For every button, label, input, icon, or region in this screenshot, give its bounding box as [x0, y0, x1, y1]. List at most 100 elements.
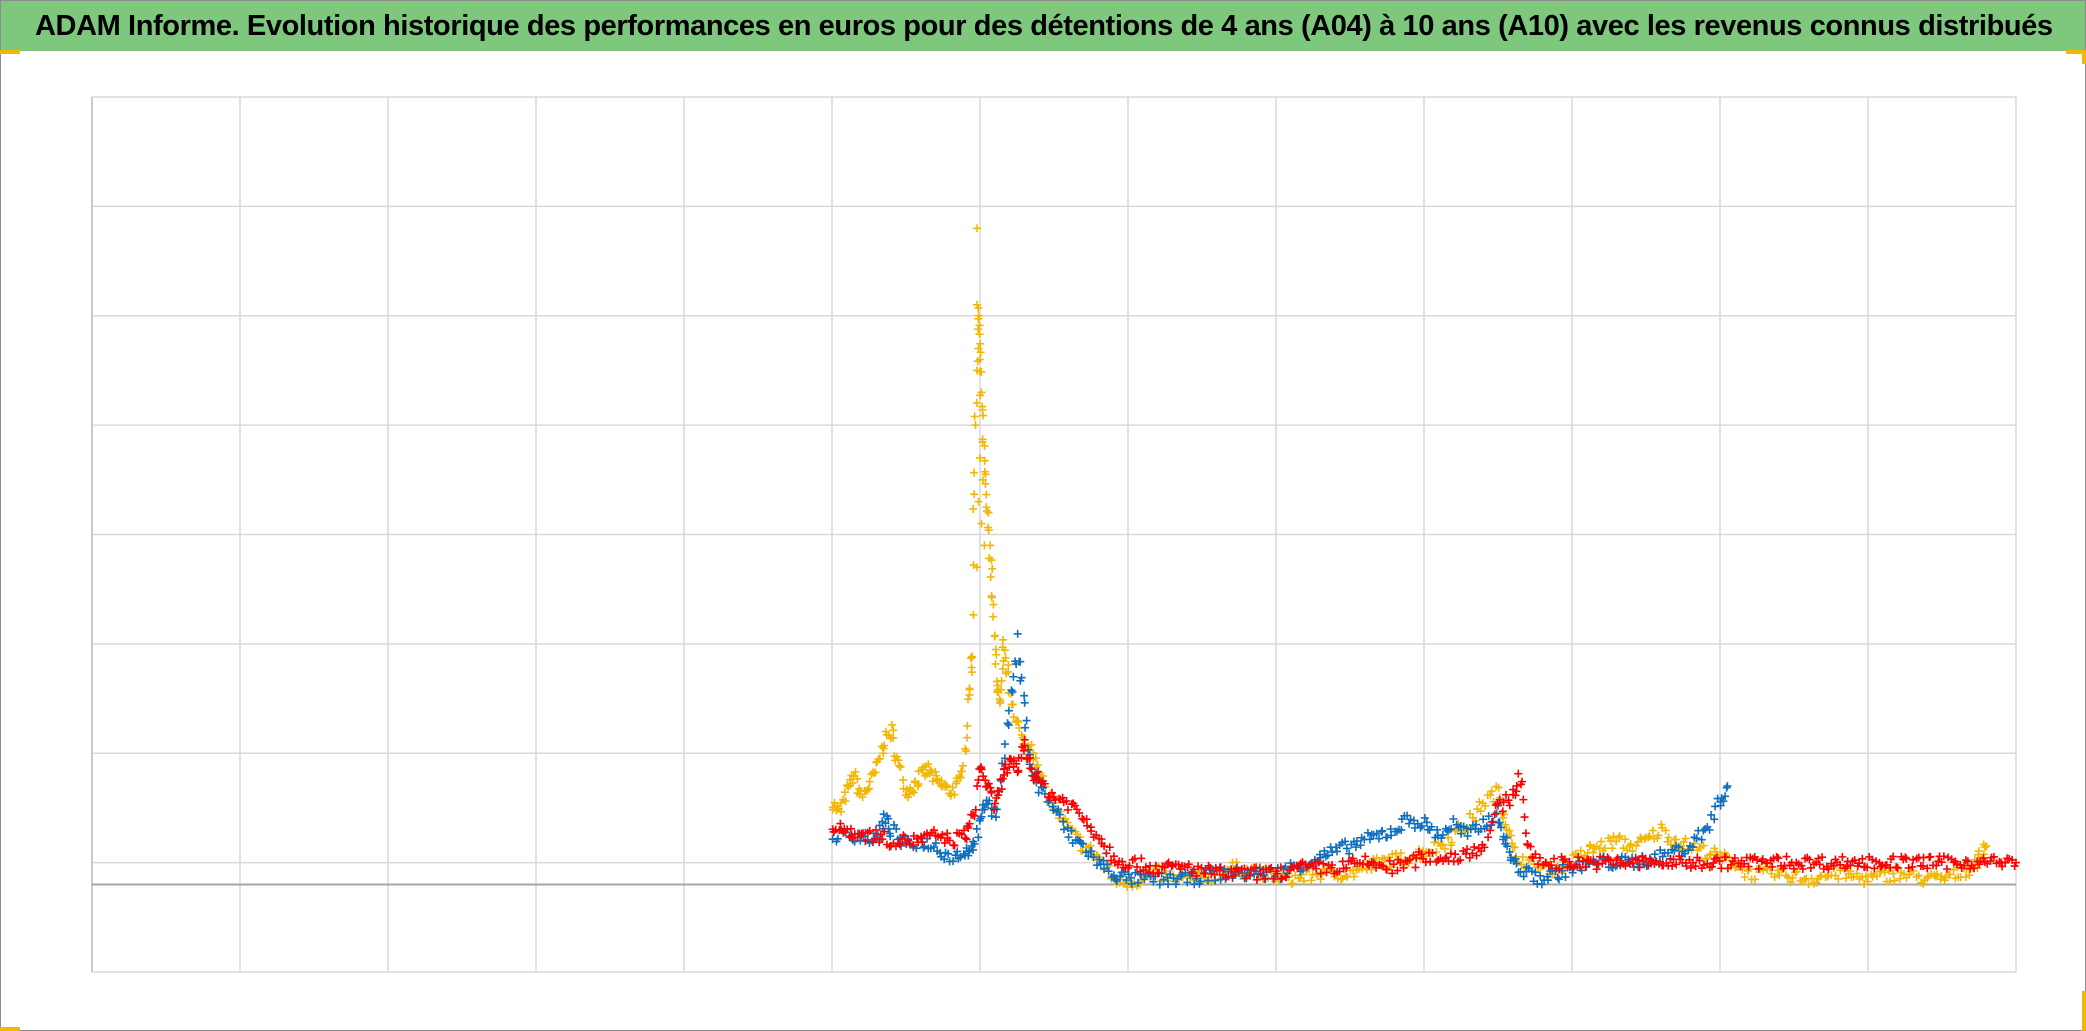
data-point-blue	[1155, 880, 1164, 889]
data-point-red	[984, 779, 993, 788]
data-point-red	[1267, 863, 1276, 872]
data-point-red	[1382, 865, 1391, 874]
data-point-blue	[1183, 878, 1192, 887]
data-point-red	[1646, 855, 1655, 864]
data-point-red	[1909, 855, 1918, 864]
data-point-red	[945, 836, 954, 845]
data-point-blue	[1021, 723, 1030, 732]
data-point-blue	[1366, 835, 1375, 844]
data-point-red	[1276, 863, 1285, 872]
data-point-blue	[1316, 853, 1325, 862]
data-point-yellow	[1000, 646, 1009, 655]
data-point-red	[959, 826, 968, 835]
data-point-red	[1641, 854, 1650, 863]
data-point-red	[1730, 854, 1739, 863]
data-point-blue	[1383, 833, 1392, 842]
data-point-blue	[987, 812, 996, 821]
data-point-red	[1273, 869, 1282, 878]
data-point-yellow	[982, 506, 991, 515]
data-point-blue	[1663, 848, 1672, 857]
data-point-red	[1944, 853, 1953, 862]
data-point-yellow	[1486, 791, 1495, 800]
data-point-blue	[991, 813, 1000, 822]
data-point-red	[1805, 855, 1814, 864]
data-point-blue	[1323, 851, 1332, 860]
data-point-red	[1850, 856, 1859, 865]
data-point-yellow	[947, 789, 956, 798]
data-point-yellow	[974, 344, 983, 353]
data-point-red	[836, 819, 845, 828]
data-point-red	[1526, 842, 1535, 851]
data-point-red	[899, 831, 908, 840]
data-point-blue	[1298, 865, 1307, 874]
data-point-blue	[1003, 719, 1012, 728]
data-point-red	[1100, 842, 1109, 851]
data-point-blue	[1039, 783, 1048, 792]
data-point-red	[1520, 813, 1529, 822]
data-point-blue	[1482, 822, 1491, 831]
data-point-yellow	[871, 768, 880, 777]
data-point-yellow	[889, 733, 898, 742]
data-point-red	[1754, 864, 1763, 873]
data-point-red	[962, 835, 971, 844]
data-point-red	[1512, 781, 1521, 790]
data-point-yellow	[1004, 660, 1013, 669]
data-point-blue	[1007, 686, 1016, 695]
data-point-red	[1613, 854, 1622, 863]
data-point-red	[1451, 850, 1460, 859]
data-point-yellow	[1014, 718, 1023, 727]
data-point-red	[1045, 793, 1054, 802]
data-point-blue	[1103, 860, 1112, 869]
data-point-blue	[1553, 873, 1562, 882]
resize-handle-top-right[interactable]	[2066, 50, 2086, 54]
resize-handle-bottom-right[interactable]	[2082, 991, 2086, 1031]
data-point-yellow	[970, 412, 979, 421]
data-point-yellow	[973, 563, 982, 572]
data-point-yellow	[980, 541, 989, 550]
data-point-yellow	[1699, 841, 1708, 850]
data-point-blue	[1405, 819, 1414, 828]
data-point-yellow	[1974, 847, 1983, 856]
data-point-red	[912, 834, 921, 843]
data-point-blue	[1692, 834, 1701, 843]
data-point-yellow	[1626, 840, 1635, 849]
data-point-red	[964, 824, 973, 833]
resize-handle-right-top[interactable]	[2082, 50, 2086, 64]
data-point-blue	[1067, 826, 1076, 835]
data-point-yellow	[957, 767, 966, 776]
data-point-blue	[1022, 716, 1031, 725]
resize-handle-bottom-left[interactable]	[0, 1027, 20, 1031]
data-point-red	[1498, 807, 1507, 816]
data-point-red	[1682, 861, 1691, 870]
data-point-blue	[1561, 873, 1570, 882]
data-point-yellow	[1396, 849, 1405, 858]
data-point-blue	[1078, 839, 1087, 848]
data-point-red	[1592, 865, 1601, 874]
data-point-red	[1405, 855, 1414, 864]
data-point-yellow	[963, 721, 972, 730]
data-point-red	[1388, 869, 1397, 878]
data-point-blue	[1554, 875, 1563, 884]
data-point-red	[1020, 735, 1029, 744]
resize-handle-top-left[interactable]	[0, 50, 20, 54]
data-point-red	[865, 826, 874, 835]
data-point-yellow	[977, 519, 986, 528]
data-point-red	[1815, 860, 1824, 869]
data-point-yellow	[963, 733, 972, 742]
data-point-red	[1288, 862, 1297, 871]
data-point-blue	[1104, 867, 1113, 876]
data-point-blue	[998, 759, 1007, 768]
data-point-blue	[1374, 834, 1383, 843]
data-point-red	[1141, 863, 1150, 872]
data-point-blue	[1502, 833, 1511, 842]
data-point-yellow	[956, 773, 965, 782]
data-point-red	[1030, 771, 1039, 780]
data-point-red	[1125, 861, 1134, 870]
data-point-blue	[1505, 847, 1514, 856]
data-point-yellow	[1664, 833, 1673, 842]
data-point-blue	[1111, 875, 1120, 884]
data-point-yellow	[990, 631, 999, 640]
data-point-yellow	[989, 600, 998, 609]
data-point-red	[1579, 857, 1588, 866]
data-point-yellow	[908, 786, 917, 795]
